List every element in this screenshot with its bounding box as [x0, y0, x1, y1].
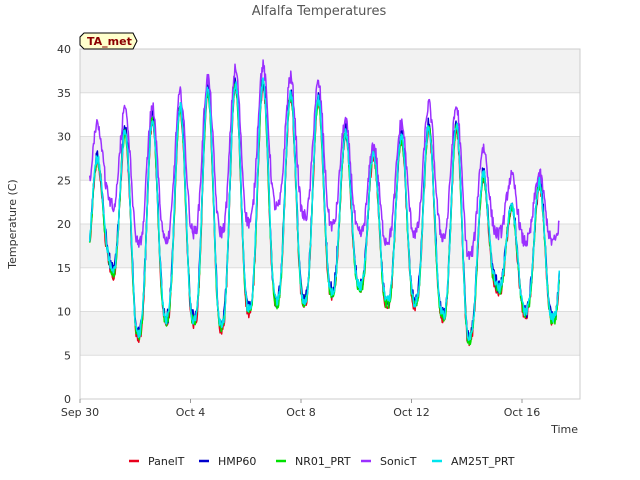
series-line-sonict: [88, 59, 560, 261]
y-tick-label: 0: [64, 393, 71, 406]
chart-title: Alfalfa Temperatures: [252, 4, 387, 19]
y-tick-label: 10: [57, 306, 71, 319]
series-lines: [88, 59, 561, 347]
plot-band: [80, 311, 580, 356]
tag-badge-label: TA_met: [87, 35, 132, 48]
tag-badge-shape: [79, 32, 138, 50]
x-tick-label: Oct 8: [286, 406, 316, 419]
x-axis-label: Time: [550, 423, 578, 436]
tag-badge: TA_met: [79, 32, 138, 50]
legend-label: NR01_PRT: [295, 455, 351, 468]
x-tick-label: Oct 12: [393, 406, 430, 419]
y-tick-label: 25: [57, 174, 71, 187]
y-tick-label: 40: [57, 43, 71, 56]
plot-area: [79, 48, 581, 400]
x-axis: Sep 30 Oct 4 Oct 8 Oct 12 Oct 16: [61, 399, 540, 419]
plot-bands: [80, 49, 580, 356]
x-tick-label: Sep 30: [61, 406, 99, 419]
series-line-am25t-prt: [88, 77, 561, 342]
legend-label: SonicT: [380, 455, 417, 468]
legend-label: PanelT: [148, 455, 185, 468]
legend-label: AM25T_PRT: [451, 455, 515, 468]
x-tick-label: Oct 16: [504, 406, 541, 419]
y-tick-label: 20: [57, 218, 71, 231]
y-tick-label: 30: [57, 131, 71, 144]
legend-label: HMP60: [218, 455, 256, 468]
legend: PanelT HMP60 NR01_PRT SonicT AM25T_PRT: [129, 455, 515, 468]
plot-border: [79, 48, 581, 400]
x-tick-label: Oct 4: [176, 406, 206, 419]
y-axis: 0 5 10 15 20 25 30 35 40: [57, 43, 71, 406]
y-tick-label: 15: [57, 262, 71, 275]
y-tick-label: 35: [57, 87, 71, 100]
y-tick-label: 5: [64, 349, 71, 362]
plot-band: [80, 136, 580, 181]
plot-band: [80, 49, 580, 93]
y-axis-label: Temperature (C): [6, 179, 19, 269]
